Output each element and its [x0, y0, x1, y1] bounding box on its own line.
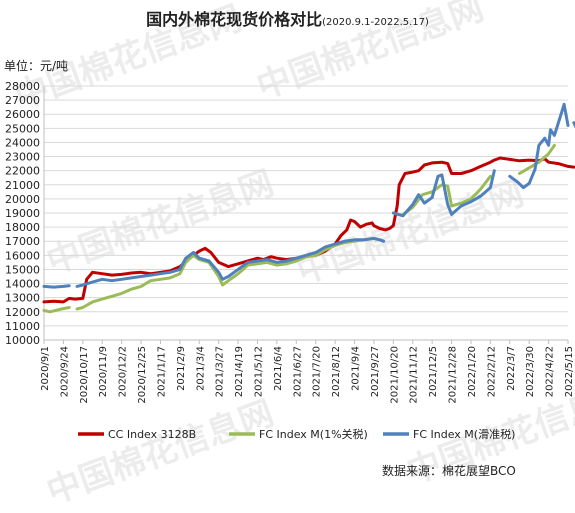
x-tick-label: 2022/5/15	[564, 346, 575, 397]
x-tick-label: 2022/2/12	[486, 346, 497, 397]
y-tick-label: 20000	[5, 193, 40, 206]
series-line-3	[42, 102, 575, 289]
y-tick-label: 19000	[5, 207, 40, 220]
y-tick-label: 14000	[5, 278, 40, 291]
x-tick-label: 2021/9/27	[370, 346, 381, 397]
y-axis-unit-label: 单位：元/吨	[4, 59, 69, 73]
x-tick-label: 2021/6/4	[273, 346, 284, 391]
y-tick-label: 27000	[5, 94, 40, 107]
legend-label-3: FC Index M(滑准税)	[413, 427, 515, 441]
chart-subtitle: (2020.9.1-2022.5.17)	[322, 17, 429, 28]
y-tick-label: 21000	[5, 179, 40, 192]
x-tick-label: 2021/8/12	[331, 346, 342, 397]
legend-label-2: FC Index M(1%关税)	[259, 427, 368, 441]
x-tick-label: 2021/3/4	[195, 346, 206, 391]
x-tick-label: 2021/7/20	[312, 346, 323, 397]
x-tick-label: 2021/3/27	[215, 346, 226, 397]
x-tick-label: 2022/4/22	[545, 346, 556, 397]
chart-title: 国内外棉花现货价格对比(2020.9.1-2022.5.17)	[0, 6, 575, 30]
chart-title-text: 国内外棉花现货价格对比	[146, 10, 323, 29]
x-tick-label: 2020/10/17	[79, 346, 90, 404]
x-tick-label: 2021/12/28	[448, 346, 459, 404]
series-line-2	[42, 143, 556, 314]
x-tick-label: 2021/9/4	[351, 346, 362, 391]
x-tick-label: 2021/5/12	[253, 346, 264, 397]
x-tick-label: 2022/3/30	[525, 346, 536, 397]
x-tick-label: 2021/1/17	[156, 346, 167, 397]
x-tick-label: 2021/6/27	[292, 346, 303, 397]
y-tick-label: 25000	[5, 122, 40, 135]
y-tick-label: 16000	[5, 249, 40, 262]
x-tick-label: 2021/11/12	[409, 346, 420, 404]
x-tick-label: 2021/2/9	[176, 346, 187, 391]
y-tick-label: 22000	[5, 165, 40, 178]
series-line-1	[42, 156, 575, 304]
x-tick-label: 2020/9/1	[40, 346, 51, 391]
x-tick-label: 2021/10/20	[389, 346, 400, 404]
y-tick-label: 28000	[5, 80, 40, 93]
x-tick-label: 2021/4/19	[234, 346, 245, 397]
x-tick-label: 2020/12/25	[137, 346, 148, 404]
data-source-note: 数据来源：棉花展望BCO	[382, 464, 516, 478]
legend-label-1: CC Index 3128B	[108, 428, 196, 441]
y-tick-label: 10000	[5, 334, 40, 347]
x-tick-label: 2020/9/24	[59, 346, 70, 397]
x-tick-label: 2021/12/5	[428, 346, 439, 397]
y-tick-label: 11000	[5, 320, 40, 333]
y-tick-label: 24000	[5, 136, 40, 149]
y-tick-label: 23000	[5, 151, 40, 164]
y-tick-label: 15000	[5, 263, 40, 276]
x-tick-label: 2022/3/7	[506, 346, 517, 391]
x-tick-label: 2020/12/2	[118, 346, 129, 397]
y-tick-label: 26000	[5, 108, 40, 121]
y-tick-label: 18000	[5, 221, 40, 234]
y-tick-label: 12000	[5, 306, 40, 319]
y-tick-label: 17000	[5, 235, 40, 248]
x-tick-label: 2020/11/9	[98, 346, 109, 397]
x-tick-label: 2022/1/20	[467, 346, 478, 397]
y-tick-label: 13000	[5, 292, 40, 305]
